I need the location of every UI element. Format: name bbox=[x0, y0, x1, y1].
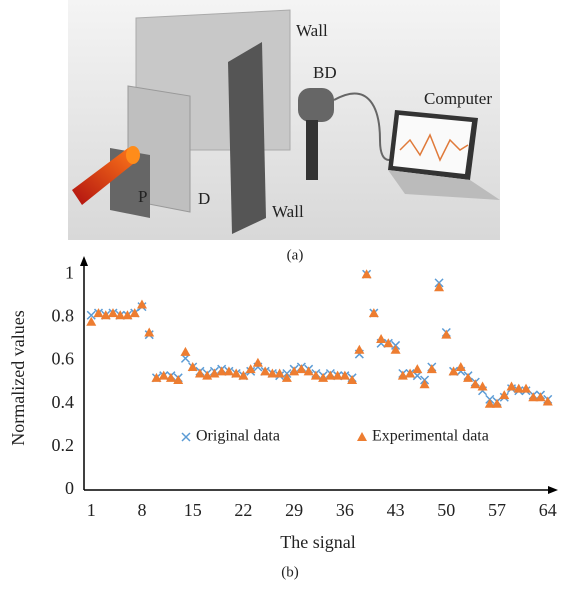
point bbox=[398, 371, 408, 380]
legend-marker bbox=[357, 432, 367, 441]
caption-a: (a) bbox=[287, 247, 304, 263]
bd-label: BD bbox=[313, 63, 337, 82]
x-tick-label: 36 bbox=[336, 500, 354, 520]
legend-marker bbox=[182, 433, 190, 441]
laser-tip bbox=[126, 146, 140, 164]
x-axis-title: The signal bbox=[280, 532, 355, 552]
legend-label: Experimental data bbox=[372, 428, 489, 445]
illustration: Wall BD Computer P D Wall (a) bbox=[68, 0, 500, 263]
x-tick-label: 22 bbox=[234, 500, 252, 520]
computer-label: Computer bbox=[424, 89, 492, 108]
x-tick-label: 64 bbox=[539, 500, 557, 520]
point bbox=[441, 330, 451, 339]
d-label: D bbox=[198, 189, 210, 208]
point bbox=[536, 392, 546, 401]
point bbox=[456, 362, 466, 371]
x-tick-label: 1 bbox=[87, 500, 96, 520]
x-axis-arrow bbox=[548, 486, 558, 494]
front-wall bbox=[228, 42, 266, 234]
y-tick-label: 0.2 bbox=[52, 435, 75, 455]
caption-b: (b) bbox=[281, 564, 299, 580]
y-tick-label: 1 bbox=[65, 262, 74, 282]
figure: Wall BD Computer P D Wall (a) Normalized… bbox=[0, 0, 569, 584]
y-tick-label: 0.8 bbox=[52, 306, 75, 326]
x-tick-label: 15 bbox=[184, 500, 202, 520]
x-tick-label: 43 bbox=[387, 500, 405, 520]
y-tick-label: 0 bbox=[65, 478, 74, 498]
point bbox=[427, 364, 437, 373]
y-tick-label: 0.6 bbox=[52, 349, 75, 369]
point bbox=[180, 347, 190, 356]
point bbox=[354, 345, 364, 354]
x-tick-label: 50 bbox=[437, 500, 455, 520]
detector-post bbox=[306, 120, 318, 180]
y-axis-title: Normalized values bbox=[8, 310, 28, 445]
point bbox=[253, 358, 263, 367]
wall-label: Wall bbox=[272, 202, 304, 221]
legend-label: Original data bbox=[196, 428, 280, 445]
x-tick-label: 57 bbox=[488, 500, 506, 520]
detector bbox=[298, 88, 334, 122]
x-tick-label: 29 bbox=[285, 500, 303, 520]
point bbox=[412, 364, 422, 373]
chart: Normalized values The signal (b) 0 0.2 0.4… bbox=[8, 256, 558, 580]
y-tick-label: 0.4 bbox=[52, 392, 75, 412]
point bbox=[376, 334, 386, 343]
x-tick-label: 8 bbox=[137, 500, 146, 520]
p-label: P bbox=[138, 187, 147, 206]
wall-label: Wall bbox=[296, 21, 328, 40]
y-axis-arrow bbox=[80, 256, 88, 266]
